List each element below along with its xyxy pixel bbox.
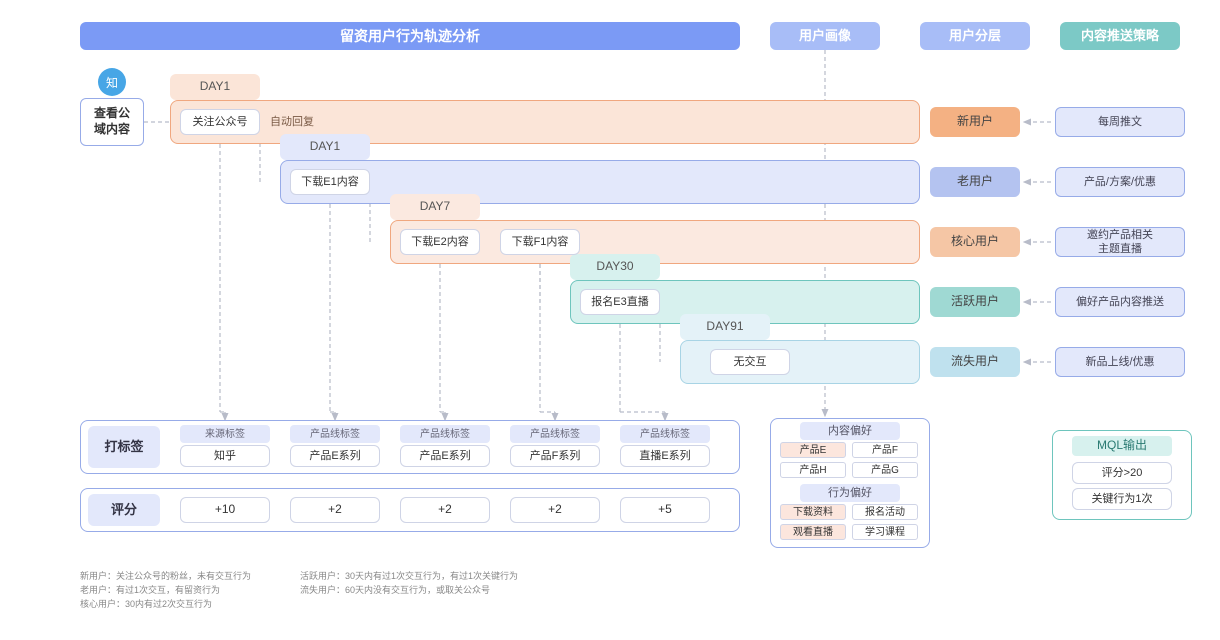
action-e1: 下载E1内容 bbox=[290, 169, 370, 195]
tier-2: 老用户 bbox=[930, 167, 1020, 197]
note-n2: 老用户：有过1次交互，有留资行为 bbox=[80, 584, 300, 598]
tag-4: 产品F系列 bbox=[510, 445, 600, 467]
action-follow: 关注公众号 bbox=[180, 109, 260, 135]
pref-h1: 内容偏好 bbox=[800, 422, 900, 440]
score-4: +2 bbox=[510, 497, 600, 523]
mql-r1: 评分>20 bbox=[1072, 462, 1172, 484]
header-strategy: 内容推送策略 bbox=[1060, 22, 1180, 50]
action-e2: 下载E2内容 bbox=[400, 229, 480, 255]
day91-tab: DAY91 bbox=[680, 314, 770, 340]
note-n5: 流失用户：60天内没有交互行为，或取关公众号 bbox=[300, 584, 520, 598]
day1b-tab: DAY1 bbox=[280, 134, 370, 160]
pref-b1: 下载资料 bbox=[780, 504, 846, 520]
circle-zhi: 知 bbox=[98, 68, 126, 96]
pref-b4: 学习课程 bbox=[852, 524, 918, 540]
strategy-2: 产品/方案/优惠 bbox=[1055, 167, 1185, 197]
tag-head-3: 产品线标签 bbox=[400, 425, 490, 443]
mql-title: MQL输出 bbox=[1072, 436, 1172, 456]
tier-4: 活跃用户 bbox=[930, 287, 1020, 317]
strategy-3: 邀约产品相关 主题直播 bbox=[1055, 227, 1185, 257]
day30-tab: DAY30 bbox=[570, 254, 660, 280]
note-n4: 活跃用户：30天内有过1次交互行为，有过1次关键行为 bbox=[300, 570, 520, 584]
tag-1: 知乎 bbox=[180, 445, 270, 467]
tag-3: 产品E系列 bbox=[400, 445, 490, 467]
pref-b2: 报名活动 bbox=[852, 504, 918, 520]
strategy-5: 新品上线/优惠 bbox=[1055, 347, 1185, 377]
score-1: +10 bbox=[180, 497, 270, 523]
tag-head-2: 产品线标签 bbox=[290, 425, 380, 443]
strategy-1: 每周推文 bbox=[1055, 107, 1185, 137]
action-none: 无交互 bbox=[710, 349, 790, 375]
tag-5: 直播E系列 bbox=[620, 445, 710, 467]
header-tier: 用户分层 bbox=[920, 22, 1030, 50]
mql-r2: 关键行为1次 bbox=[1072, 488, 1172, 510]
header-trajectory: 留资用户行为轨迹分析 bbox=[80, 22, 740, 50]
strategy-4: 偏好产品内容推送 bbox=[1055, 287, 1185, 317]
tag-2: 产品E系列 bbox=[290, 445, 380, 467]
pref-c2: 产品F bbox=[852, 442, 918, 458]
score-2: +2 bbox=[290, 497, 380, 523]
pref-b3: 观看直播 bbox=[780, 524, 846, 540]
tier-1: 新用户 bbox=[930, 107, 1020, 137]
tag-head-1: 来源标签 bbox=[180, 425, 270, 443]
pref-c4: 产品G bbox=[852, 462, 918, 478]
score-5: +5 bbox=[620, 497, 710, 523]
tier-5: 流失用户 bbox=[930, 347, 1020, 377]
pref-h2: 行为偏好 bbox=[800, 484, 900, 502]
score-3: +2 bbox=[400, 497, 490, 523]
action-e3live: 报名E3直播 bbox=[580, 289, 660, 315]
start-box: 查看公 域内容 bbox=[80, 98, 144, 146]
action-f1: 下载F1内容 bbox=[500, 229, 580, 255]
tier-3: 核心用户 bbox=[930, 227, 1020, 257]
label-autoreply: 自动回复 bbox=[270, 113, 340, 131]
day7-tab: DAY7 bbox=[390, 194, 480, 220]
pref-c3: 产品H bbox=[780, 462, 846, 478]
tag-title: 打标签 bbox=[88, 426, 160, 468]
score-title: 评分 bbox=[88, 494, 160, 526]
day1a-tab: DAY1 bbox=[170, 74, 260, 100]
tag-head-5: 产品线标签 bbox=[620, 425, 710, 443]
tag-head-4: 产品线标签 bbox=[510, 425, 600, 443]
pref-c1: 产品E bbox=[780, 442, 846, 458]
header-persona: 用户画像 bbox=[770, 22, 880, 50]
note-n1: 新用户：关注公众号的粉丝，未有交互行为 bbox=[80, 570, 300, 584]
day1b-lane bbox=[280, 160, 920, 204]
note-n3: 核心用户：30内有过2次交互行为 bbox=[80, 598, 300, 612]
